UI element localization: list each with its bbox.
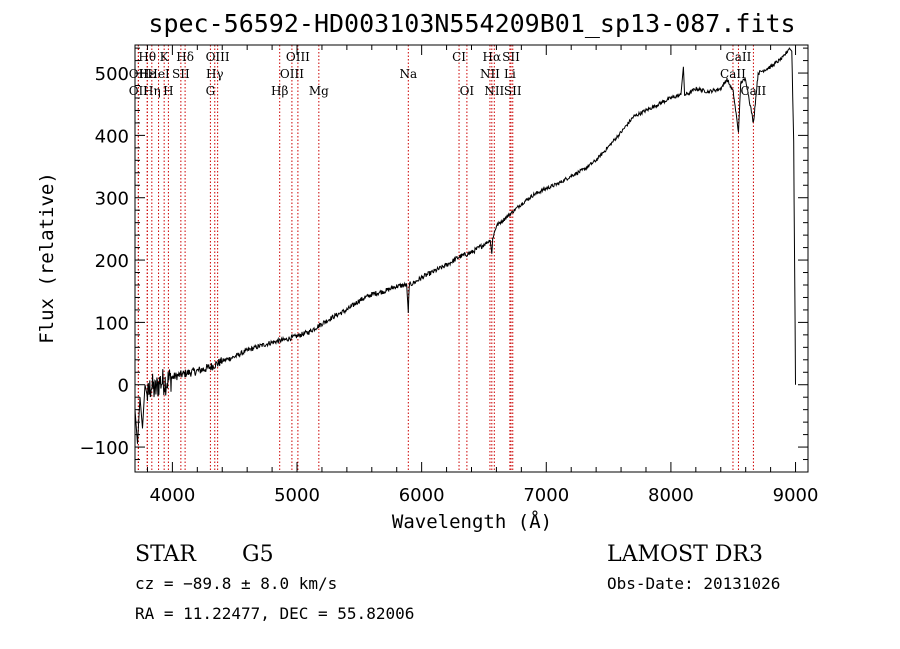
- y-tick-label: 400: [95, 126, 129, 147]
- spectral-line-label: Hα: [483, 50, 502, 64]
- object-class: STAR: [135, 542, 197, 567]
- spectral-line-label: CI: [452, 50, 466, 64]
- spectral-line-label: K: [160, 50, 170, 64]
- spectral-line-label: SII: [504, 84, 522, 98]
- redshift-cz: cz = −89.8 ± 8.0 km/s: [135, 574, 337, 593]
- flux-trace: [134, 47, 796, 444]
- trace-layer: [134, 47, 796, 444]
- spectral-line-label: Mg: [309, 84, 329, 98]
- y-tick-label: 100: [95, 313, 129, 334]
- y-tick-label: 0: [118, 376, 129, 397]
- plot-frame: [134, 44, 809, 473]
- chart-title: spec-56592-HD003103N554209B01_sp13-087.f…: [148, 9, 795, 38]
- coordinates: RA = 11.22477, DEC = 55.82006: [135, 604, 414, 623]
- y-axis-label: Flux (relative): [36, 172, 58, 344]
- spectral-line-label: Hβ: [271, 84, 288, 98]
- spectral-line-label: CaII: [720, 67, 746, 81]
- x-axis-label: Wavelength (Å): [392, 510, 552, 533]
- spectral-line-label: H: [163, 84, 173, 98]
- observation-date: Obs-Date: 20131026: [607, 574, 780, 593]
- spectral-line-label: OII: [129, 67, 149, 81]
- y-tick-label: 300: [95, 189, 129, 210]
- spectral-line-label: Hδ: [176, 50, 194, 64]
- spectral-line-label: Hθ: [138, 50, 156, 64]
- survey-name: LAMOST DR3: [607, 542, 763, 567]
- spectral-line-label: Hε: [139, 67, 156, 81]
- spectral-line-label: OIII: [286, 50, 310, 64]
- spectral-line-label: OIII: [280, 67, 304, 81]
- spectral-line-label: OII: [129, 84, 149, 98]
- spectral-line-label: Hη: [143, 84, 161, 98]
- spectral-line-label: Na: [399, 67, 417, 81]
- spectral-line-label: NII: [484, 84, 504, 98]
- spectral-line-label: CaII: [740, 84, 766, 98]
- x-tick-label: 5000: [274, 485, 320, 506]
- spectral-line-label: SII: [502, 50, 520, 64]
- spectral-line-markers: [137, 45, 754, 472]
- spectral-line-label: NII: [480, 67, 500, 81]
- spectral-line-label: CaII: [726, 50, 752, 64]
- y-tick-label: −100: [80, 438, 129, 459]
- x-tick-label: 8000: [648, 485, 694, 506]
- x-tick-label: 7000: [523, 485, 569, 506]
- spectral-line-label: Li: [504, 67, 516, 81]
- spectral-subclass: G5: [242, 542, 274, 567]
- y-tick-label: 200: [95, 251, 129, 272]
- spectral-line-label: HeI: [147, 67, 170, 81]
- x-tick-label: 6000: [399, 485, 445, 506]
- spectral-line-label: OIII: [206, 50, 230, 64]
- y-tick-label: 500: [95, 64, 129, 85]
- spectral-line-label: Hγ: [206, 67, 224, 81]
- spectral-line-label: G: [206, 84, 216, 98]
- spectral-line-label: OI: [460, 84, 475, 98]
- spectral-line-label: SII: [172, 67, 190, 81]
- axes-layer: 4000 5000 6000 7000 8000 9000 −100 0 100 200 300 40…: [80, 45, 819, 506]
- x-tick-label: 4000: [149, 485, 195, 506]
- x-tick-label: 9000: [773, 485, 819, 506]
